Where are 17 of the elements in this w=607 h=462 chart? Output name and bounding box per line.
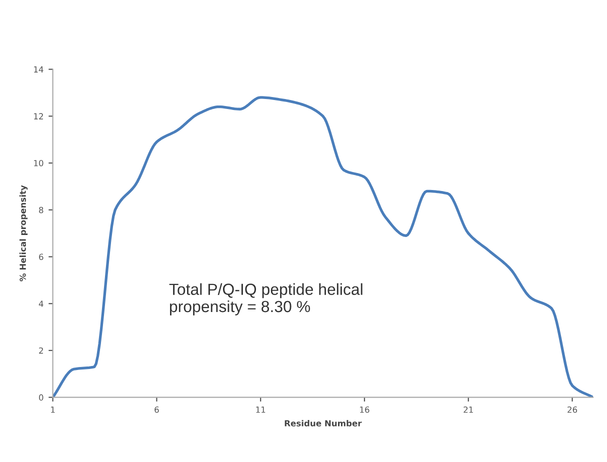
x-tick-label: 11 <box>256 406 266 413</box>
x-tick-label: 26 <box>568 406 578 413</box>
y-tick-label: 6 <box>39 254 44 260</box>
y-tick-label: 14 <box>34 66 44 72</box>
y-tick-label: 2 <box>39 347 43 354</box>
y-tick-label: 8 <box>39 206 44 214</box>
x-axis-title: Residue Number <box>284 420 362 426</box>
y-tick-label: 0 <box>39 394 44 401</box>
annotation: Total P/Q-IQ peptide helical propensity = 8.30 % <box>169 283 362 316</box>
y-tick-label: 4 <box>38 300 44 307</box>
y-tick-label: 12 <box>34 113 43 120</box>
x-tick-label: 6 <box>154 406 159 413</box>
y-axis-title: % Helical propensity <box>19 185 28 282</box>
x-tick-label: 21 <box>464 406 473 413</box>
x-tick-label: 16 <box>360 406 370 413</box>
y-tick-label: 10 <box>34 160 44 166</box>
x-tick-label: 1 <box>51 406 55 413</box>
